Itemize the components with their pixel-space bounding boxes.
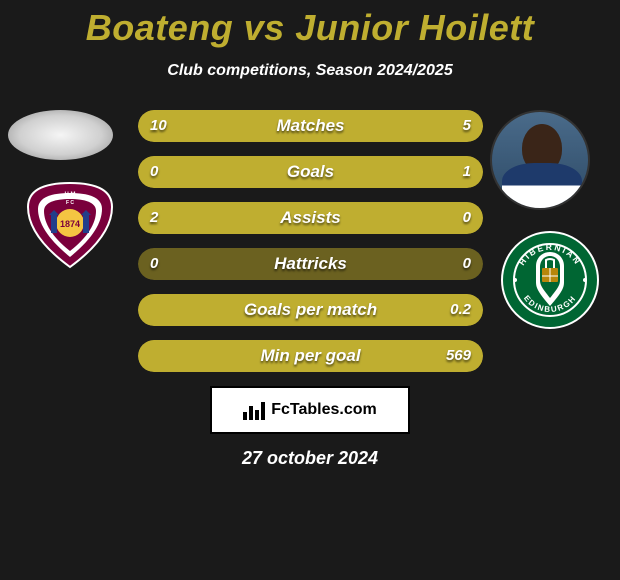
stat-row: 0Hattricks0	[138, 248, 483, 280]
stat-right-value: 569	[446, 340, 471, 372]
stat-label: Matches	[138, 110, 483, 142]
svg-text:F C: F C	[66, 200, 74, 206]
stat-row: 2Assists0	[138, 202, 483, 234]
bars-icon	[243, 400, 265, 420]
svg-text:H M: H M	[65, 192, 76, 198]
stat-label: Hattricks	[138, 248, 483, 280]
source-text: FcTables.com	[271, 401, 377, 419]
stat-label: Min per goal	[138, 340, 483, 372]
stat-label: Assists	[138, 202, 483, 234]
stat-right-value: 1	[463, 156, 471, 188]
stat-right-value: 0.2	[450, 294, 471, 326]
infographic-container: Boateng vs Junior Hoilett Club competiti…	[0, 0, 620, 469]
comparison-area: H M F C 1874 HIBERNIAN	[0, 110, 620, 372]
stat-row: Min per goal569	[138, 340, 483, 372]
stat-rows: 10Matches50Goals12Assists00Hattricks0Goa…	[138, 110, 483, 372]
stat-row: Goals per match0.2	[138, 294, 483, 326]
comparison-title: Boateng vs Junior Hoilett	[0, 8, 620, 48]
date-text: 27 october 2024	[0, 448, 620, 469]
comparison-subtitle: Club competitions, Season 2024/2025	[0, 62, 620, 80]
stat-right-value: 0	[463, 202, 471, 234]
stat-row: 10Matches5	[138, 110, 483, 142]
stat-right-value: 5	[463, 110, 471, 142]
stat-label: Goals	[138, 156, 483, 188]
source-badge: FcTables.com	[210, 386, 410, 434]
club-badge-left: H M F C 1874	[20, 175, 120, 275]
club-badge-right: HIBERNIAN EDINBURGH	[500, 230, 600, 330]
stat-right-value: 0	[463, 248, 471, 280]
stat-row: 0Goals1	[138, 156, 483, 188]
svg-text:1874: 1874	[60, 219, 80, 229]
player-left-avatar	[8, 110, 113, 160]
player-right-avatar	[490, 110, 590, 210]
stat-label: Goals per match	[138, 294, 483, 326]
